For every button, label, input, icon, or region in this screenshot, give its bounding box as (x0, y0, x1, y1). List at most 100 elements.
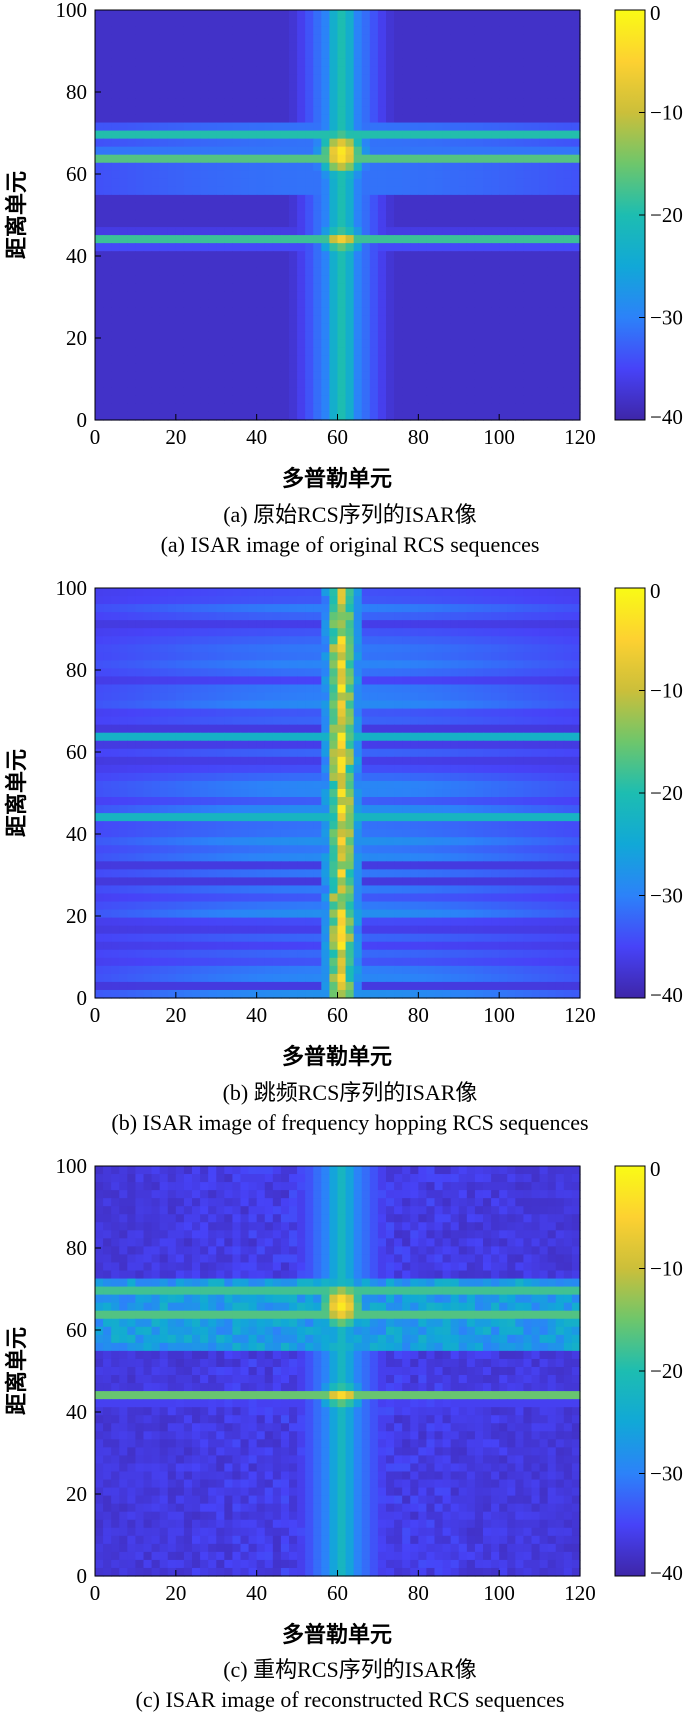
heatmap-cell (313, 821, 322, 830)
heatmap-cell (321, 235, 331, 244)
heatmap-cell (95, 363, 104, 373)
heatmap-cell (377, 178, 387, 188)
heatmap-cell (466, 636, 476, 645)
heatmap-cell (119, 235, 128, 244)
heatmap-cell (289, 90, 298, 100)
heatmap-cell (321, 596, 331, 605)
heatmap-cell (329, 42, 339, 51)
heatmap-cell (256, 259, 266, 268)
heatmap-cell (547, 186, 557, 196)
heatmap-cell (305, 612, 314, 621)
heatmap-cell (95, 660, 104, 669)
heatmap-cell (353, 58, 363, 67)
heatmap-cell (531, 227, 541, 236)
heatmap-cell (329, 676, 339, 686)
heatmap-cell (143, 219, 153, 228)
heatmap-cell (571, 90, 581, 100)
heatmap-cell (280, 130, 290, 140)
heatmap-cell (474, 275, 484, 284)
heatmap-cell (297, 154, 306, 164)
heatmap-cell (337, 764, 347, 774)
heatmap-cell (151, 267, 161, 276)
heatmap-cell (143, 98, 153, 108)
heatmap-cell (426, 829, 436, 838)
heatmap-cell (175, 668, 185, 678)
heatmap-cell (111, 772, 120, 782)
heatmap-cell (418, 612, 428, 621)
heatmap-cell (280, 275, 290, 284)
heatmap-cell (394, 210, 403, 220)
heatmap-cell (466, 130, 476, 140)
heatmap-cell (563, 620, 573, 629)
heatmap-cell (289, 628, 298, 637)
heatmap-cell (280, 395, 290, 405)
heatmap-cell (127, 829, 137, 838)
heatmap-cell (151, 644, 161, 653)
heatmap-cell (426, 620, 436, 629)
heatmap-cell (426, 122, 436, 132)
heatmap-cell (369, 668, 379, 678)
heatmap-cell (95, 740, 104, 750)
heatmap-cell (103, 186, 112, 196)
heatmap-cell (232, 243, 242, 252)
heatmap-cell (563, 243, 573, 252)
heatmap-cell (458, 26, 468, 35)
heatmap-cell (313, 805, 322, 814)
heatmap-cell (410, 291, 419, 301)
heatmap-cell (224, 243, 234, 252)
heatmap-cell (175, 299, 185, 309)
heatmap-cell (289, 612, 298, 621)
heatmap-cell (216, 58, 225, 67)
heatmap-cell (458, 170, 468, 180)
heatmap-cell (143, 732, 153, 742)
heatmap-cell (571, 644, 581, 653)
heatmap-cell (264, 243, 274, 252)
heatmap-cell (143, 379, 153, 389)
heatmap-cell (175, 162, 185, 172)
heatmap-cell (183, 355, 193, 365)
heatmap-cell (394, 724, 403, 734)
heatmap-cell (143, 829, 153, 838)
heatmap-cell (345, 772, 355, 782)
heatmap-cell (119, 170, 128, 180)
heatmap-cell (402, 732, 411, 742)
heatmap-cell (410, 178, 419, 188)
heatmap-cell (515, 98, 525, 108)
heatmap-cell (95, 403, 104, 413)
heatmap-cell (151, 275, 161, 284)
heatmap-cell (297, 628, 306, 637)
heatmap-cell (539, 700, 549, 710)
heatmap-cell (539, 283, 549, 292)
heatmap-cell (280, 612, 290, 621)
heatmap-cell (555, 50, 565, 59)
heatmap-cell (135, 82, 145, 91)
heatmap-cell (337, 170, 347, 180)
heatmap-cell (305, 275, 314, 284)
heatmap-cell (272, 363, 282, 373)
heatmap-cell (143, 724, 153, 734)
heatmap-cell (175, 243, 185, 252)
heatmap-cell (466, 628, 476, 637)
heatmap-cell (297, 588, 306, 597)
heatmap-cell (224, 644, 234, 653)
heatmap-cell (434, 636, 444, 645)
heatmap-cell (256, 813, 266, 822)
heatmap-cell (353, 291, 363, 301)
heatmap-cell (418, 684, 428, 694)
heatmap-cell (224, 114, 234, 124)
heatmap-cell (539, 90, 549, 100)
heatmap-cell (483, 636, 492, 645)
heatmap-cell (386, 684, 395, 694)
heatmap-cell (329, 275, 339, 284)
heatmap-cell (240, 620, 250, 629)
heatmap-cell (402, 267, 411, 276)
heatmap-cell (491, 644, 500, 653)
heatmap-cell (499, 788, 508, 798)
heatmap-cell (563, 307, 573, 317)
heatmap-cell (95, 18, 104, 27)
heatmap-cell (119, 347, 128, 357)
heatmap-cell (337, 259, 347, 268)
heatmap-cell (563, 10, 573, 19)
heatmap-cell (151, 395, 161, 405)
heatmap-cell (563, 821, 573, 830)
